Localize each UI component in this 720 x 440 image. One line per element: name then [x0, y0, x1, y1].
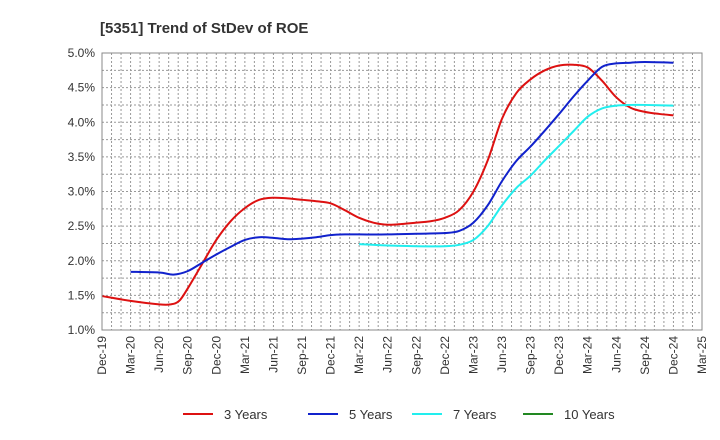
x-tick-label: Sep-24 [638, 336, 652, 375]
x-tick-label: Dec-19 [95, 336, 109, 375]
plot-frame [101, 52, 703, 331]
y-axis-ticks: 1.0% 1.5% 2.0% 2.5% 3.0% 3.5% 4.0% 4.5% 5.0% [68, 46, 96, 337]
y-tick-label: 5.0% [68, 46, 96, 60]
x-tick-label: Mar-24 [581, 336, 595, 374]
x-tick-label: Mar-25 [695, 336, 709, 374]
chart-title: [5351] Trend of StDev of ROE [100, 20, 308, 37]
y-tick-label: 2.5% [68, 219, 96, 233]
y-tick-label: 3.0% [68, 185, 96, 199]
series-line-2 [359, 103, 674, 248]
y-tick-label: 2.0% [68, 254, 96, 268]
x-tick-label: Sep-22 [409, 336, 423, 375]
x-tick-label: Dec-20 [209, 336, 223, 375]
legend-label-2: 7 Years [453, 407, 497, 422]
x-tick-label: Dec-24 [666, 336, 680, 375]
x-tick-label: Jun-21 [266, 336, 280, 373]
x-tick-label: Mar-21 [238, 336, 252, 374]
x-tick-label: Dec-23 [552, 336, 566, 375]
x-tick-label: Jun-22 [381, 336, 395, 373]
x-tick-label: Mar-23 [466, 336, 480, 374]
x-tick-label: Mar-22 [352, 336, 366, 374]
legend-label-3: 10 Years [564, 407, 615, 422]
series-line-0 [101, 63, 674, 306]
x-tick-label: Mar-20 [124, 336, 138, 374]
series-lines [101, 61, 674, 306]
legend-label-1: 5 Years [349, 407, 393, 422]
x-tick-label: Sep-21 [295, 336, 309, 375]
series-line-1 [130, 61, 674, 276]
legend-label-0: 3 Years [224, 407, 268, 422]
x-tick-label: Sep-23 [524, 336, 538, 375]
x-tick-label: Sep-20 [181, 336, 195, 375]
x-tick-label: Jun-23 [495, 336, 509, 373]
y-tick-label: 1.0% [68, 323, 96, 337]
x-tick-label: Jun-20 [152, 336, 166, 373]
x-axis-ticks: Dec-19 Mar-20 Jun-20 Sep-20 Dec-20 Mar-21 Jun-… [95, 336, 709, 375]
horizontal-grid [102, 52, 702, 331]
y-tick-label: 3.5% [68, 150, 96, 164]
x-tick-label: Dec-22 [438, 336, 452, 375]
y-tick-label: 4.0% [68, 115, 96, 129]
legend: 3 Years 5 Years 7 Years 10 Years [183, 407, 615, 422]
y-tick-label: 4.5% [68, 81, 96, 95]
plot-area [101, 52, 703, 331]
y-tick-label: 1.5% [68, 288, 96, 302]
x-tick-label: Dec-21 [324, 336, 338, 375]
x-tick-label: Jun-24 [609, 336, 623, 373]
